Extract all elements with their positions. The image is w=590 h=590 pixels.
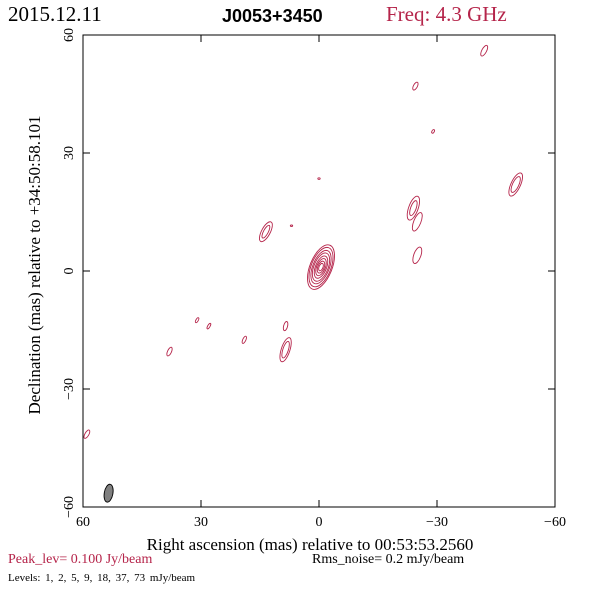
component-contour-0 [166, 346, 173, 357]
core-contour-7 [307, 244, 335, 290]
axis-tick-labels: 60 30 0 −30 −60 −60 −30 0 30 60 [62, 28, 566, 530]
x-tick-label-0: 60 [76, 515, 90, 530]
core-contour-6 [308, 246, 334, 288]
component-contour-19 [510, 176, 521, 193]
y-tick-label-1: −30 [62, 378, 77, 400]
component-contour-8 [261, 224, 271, 239]
x-tick-label-2: 0 [316, 515, 323, 530]
core-contour-1 [316, 260, 326, 274]
component-contour-17 [480, 44, 489, 57]
y-tick-label-4: 60 [62, 28, 77, 42]
peak-level: Peak_lev= 0.100 Jy/beam [8, 552, 153, 567]
component-contour-16 [431, 129, 435, 134]
component-contour-3 [241, 335, 247, 344]
y-tick-label-3: 30 [62, 146, 77, 160]
x-tick-label-3: −30 [426, 515, 448, 530]
y-axis-label: Declination (mas) relative to +34:50:58.… [25, 116, 44, 415]
x-tick-label-4: −60 [544, 515, 566, 530]
plot-frame [82, 34, 556, 508]
contour-layer [83, 44, 523, 503]
component-contour-14 [412, 246, 423, 264]
component-contour-12 [409, 200, 418, 217]
beam-ellipse [103, 483, 114, 503]
contour-levels: Levels: 1, 2, 5, 9, 18, 37, 73 mJy/beam [8, 572, 196, 584]
component-contour-11 [406, 195, 421, 221]
core-contour-2 [315, 258, 327, 277]
component-contour-1 [194, 317, 200, 324]
x-tick-label-1: 30 [194, 515, 208, 530]
core-contour-4 [311, 252, 331, 282]
component-contour-18 [508, 172, 523, 197]
component-contour-15 [412, 81, 419, 91]
axis-ticks [82, 34, 556, 508]
epoch-date: 2015.12.11 [8, 2, 102, 26]
core-contour-3 [313, 255, 329, 279]
component-contour-4 [282, 321, 289, 332]
component-contour-10 [317, 177, 321, 180]
component-contour-20 [83, 429, 91, 439]
core-contour-0 [318, 262, 324, 272]
component-contour-9 [289, 224, 294, 228]
y-tick-label-2: 0 [62, 268, 77, 275]
source-name: J0053+3450 [222, 6, 323, 26]
component-contour-2 [206, 322, 212, 330]
core-contour-5 [310, 249, 332, 285]
component-contour-7 [259, 221, 273, 243]
frequency-label: Freq: 4.3 GHz [386, 2, 507, 26]
component-contour-6 [281, 340, 290, 359]
x-axis-label: Right ascension (mas) relative to 00:53:… [147, 535, 474, 554]
rms-noise: Rms_noise= 0.2 mJy/beam [312, 552, 465, 567]
component-contour-5 [279, 337, 292, 363]
y-tick-label-0: −60 [62, 496, 77, 518]
component-contour-13 [411, 212, 423, 232]
